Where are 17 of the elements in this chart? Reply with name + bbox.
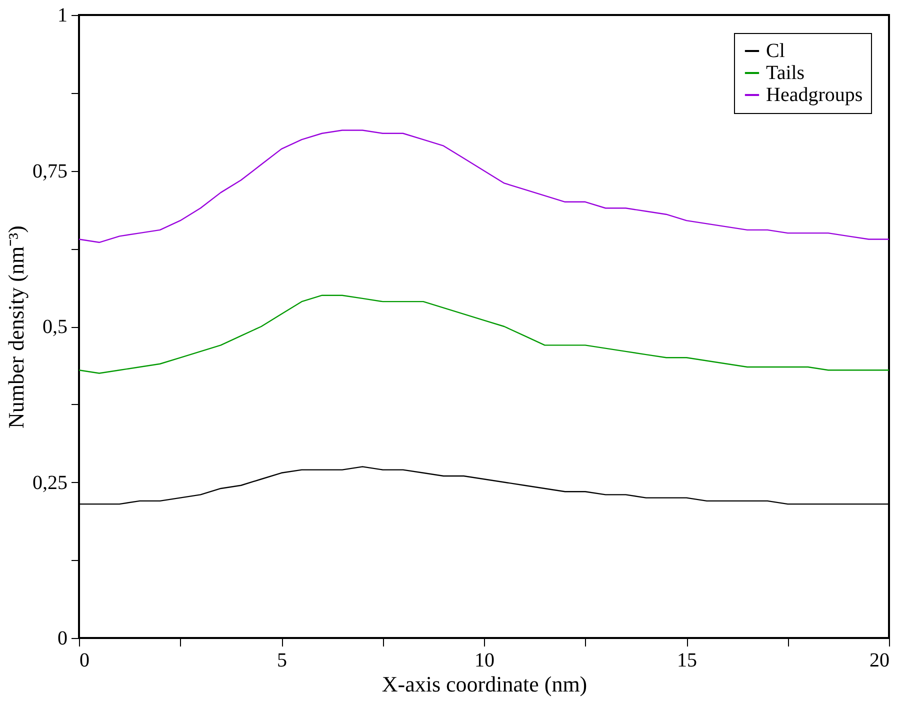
- line-series: [78, 130, 890, 243]
- y-tick-label: 1: [58, 4, 68, 26]
- legend-label: Headgroups: [766, 84, 863, 106]
- y-axis-title: Number density (nm⁻³): [4, 225, 28, 429]
- x-tick-label: 0: [80, 650, 90, 672]
- x-tick-label: 5: [277, 650, 287, 672]
- y-tick-label: 0,25: [32, 472, 68, 494]
- y-tick-label: 0,5: [42, 316, 68, 338]
- legend-label: Tails: [766, 62, 805, 84]
- x-tick-label: 20: [870, 650, 890, 672]
- legend-label: Cl: [766, 40, 786, 62]
- x-axis-title: X-axis coordinate (nm): [382, 672, 588, 696]
- line-series: [78, 294, 890, 374]
- y-tick-label: 0,75: [32, 160, 68, 182]
- x-tick-label: 10: [474, 650, 494, 672]
- x-tick-label: 15: [677, 650, 697, 672]
- y-tick-label: 0: [58, 628, 68, 650]
